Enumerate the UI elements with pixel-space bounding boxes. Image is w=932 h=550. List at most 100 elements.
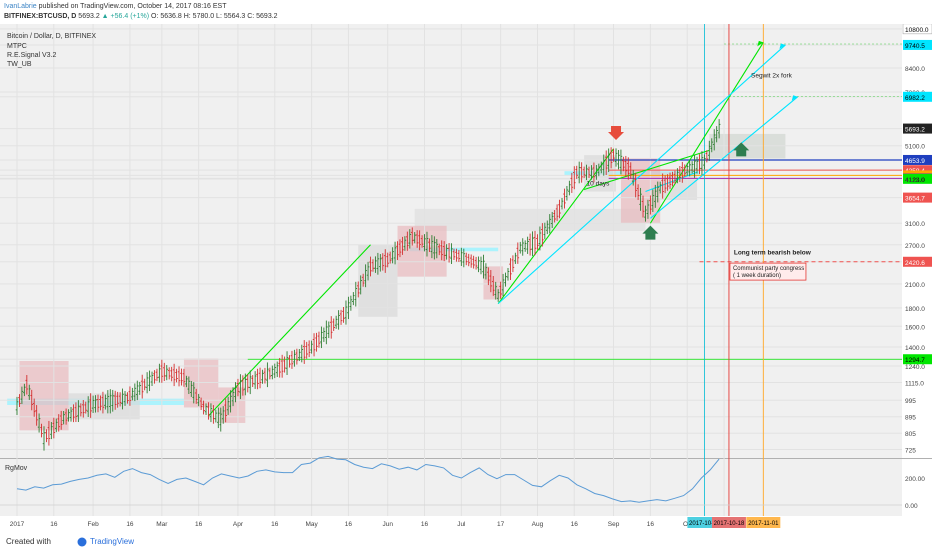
indicator-tick: 0.00 (905, 503, 918, 510)
pattern-box (218, 387, 246, 423)
x-tick-label: 16 (50, 521, 58, 528)
legend-indicator: TW_UB (7, 61, 32, 68)
buy-signal-arrow (733, 142, 750, 157)
date-label-bg (711, 517, 746, 528)
legend-title: Bitcoin / Dollar, D, BITFINEX (7, 33, 96, 40)
price-label: 3654.7 (905, 196, 925, 203)
indicator-pane (0, 460, 902, 516)
time-axis[interactable] (0, 516, 932, 532)
price-label: 5693.2 (905, 127, 925, 134)
trend-line (650, 96, 799, 219)
y-tick-label: 2700.0 (905, 243, 925, 250)
x-tick-label: Apr (233, 521, 244, 528)
change-label: ▲ +56.4 (+1%) (101, 13, 150, 20)
last-price: 5693.2 (78, 13, 100, 20)
x-tick-label: Mar (156, 521, 168, 528)
price-label-bg (903, 165, 932, 176)
y-tick-label: 1600.0 (905, 324, 925, 331)
tradingview-brand[interactable]: TradingView (90, 537, 135, 546)
rgmov-line (16, 455, 720, 503)
x-tick-label: Aug (532, 521, 544, 528)
annotation-duration: ( 1 week duration) (733, 273, 781, 279)
arrowhead (757, 40, 764, 47)
indicator-name: RgMov (5, 465, 28, 472)
tradingview-logo-icon (76, 537, 88, 549)
y-tick-label: 3100.0 (905, 221, 925, 228)
x-tick-label: 16 (421, 521, 429, 528)
trend-line (649, 42, 764, 224)
y-tick-label: 1240.0 (905, 364, 925, 371)
date-label-bg (687, 517, 722, 528)
y-tick-label: 725 (905, 448, 916, 455)
y-tick-label: 995 (905, 398, 916, 405)
annotation-long-term: Long term bearish below (734, 249, 812, 256)
annotation-box (729, 262, 807, 281)
price-label-bg (903, 256, 932, 267)
price-label-bg (902, 24, 932, 35)
annotation-10-days: 10 days (587, 181, 611, 188)
date-label: 2017-10-18 (714, 521, 745, 527)
price-label: 9740.5 (905, 43, 925, 50)
x-tick-label: Sep (608, 521, 620, 528)
ohlc-line: BITFINEX:BTCUSD, D 5693.2 ▲ +56.4 (+1%) … (4, 13, 278, 20)
footer: Created with TradingView (0, 532, 932, 550)
y-tick-label: 1800.0 (905, 306, 925, 313)
x-tick-label: Jun (382, 521, 393, 528)
price-chart[interactable]: Segwit 2x fork 10 days Long term bearish b… (0, 24, 932, 532)
x-tick-label: Feb (88, 521, 100, 528)
x-tick-label: Jul (457, 521, 466, 528)
arrowhead (791, 95, 798, 101)
y-tick-label: 8400.0 (905, 66, 925, 73)
price-label-bg (903, 123, 932, 134)
date-label-bg (746, 517, 781, 528)
date-label: 2017-10-08 (689, 521, 720, 527)
low-label: L: 5564.3 (216, 13, 246, 20)
y-tick-label: 1115.0 (905, 380, 924, 387)
trend-line (497, 44, 786, 305)
price-axis[interactable] (902, 24, 932, 532)
trend-line (583, 149, 710, 191)
price-label-bg (903, 173, 932, 184)
price-label: 1294.7 (905, 357, 925, 364)
price-label-bg (903, 91, 932, 102)
created-with: Created with (6, 537, 51, 546)
x-tick-label: 16 (126, 521, 134, 528)
date-label: 2017-11-01 (748, 521, 779, 527)
indicator-tick: 200.00 (905, 476, 925, 483)
price-label-bg (903, 154, 932, 165)
price-label-bg (903, 354, 932, 365)
price-label: 4653.9 (905, 158, 925, 165)
x-tick-label: 17 (497, 521, 505, 528)
symbol-label: BITFINEX:BTCUSD, D (4, 13, 77, 20)
price-label-bg (903, 192, 932, 203)
publish-line: IvanLabrie published on TradingView.com,… (4, 3, 226, 10)
legend-indicator: R.E.Signal V3.2 (7, 52, 57, 59)
gray-zone (414, 208, 646, 231)
main-pane (0, 24, 902, 457)
published-text: published on TradingView.com, October 14… (38, 3, 227, 10)
x-tick-label: 16 (647, 521, 655, 528)
sell-signal-arrow (608, 125, 625, 140)
x-tick-label: 16 (271, 521, 279, 528)
high-label: H: 5780.0 (183, 13, 215, 20)
price-label-bg (903, 39, 932, 50)
x-tick-label: 16 (195, 521, 203, 528)
pattern-box (660, 172, 698, 200)
y-tick-label: 2100.0 (905, 282, 925, 289)
price-label: 2420.6 (905, 260, 925, 267)
price-label: 4123.0 (905, 177, 925, 184)
arrowhead (779, 43, 786, 49)
x-tick-label: May (305, 521, 318, 528)
price-label: 6982.2 (905, 95, 925, 102)
annotation-segwit: Segwit 2x fork (751, 73, 793, 80)
close-label: C: 5693.2 (247, 13, 278, 20)
pattern-box (19, 361, 69, 431)
open-label: O: 5636.8 (151, 13, 182, 20)
price-label: 10800.0 (905, 27, 929, 34)
y-tick-label: 4119.0 (905, 177, 925, 184)
x-tick-label: 2017 (10, 521, 25, 528)
buy-signal-arrow (642, 225, 659, 240)
y-tick-label: 5100.0 (905, 144, 925, 151)
y-tick-label: 805 (905, 431, 916, 438)
author-link[interactable]: IvanLabrie (4, 3, 37, 10)
